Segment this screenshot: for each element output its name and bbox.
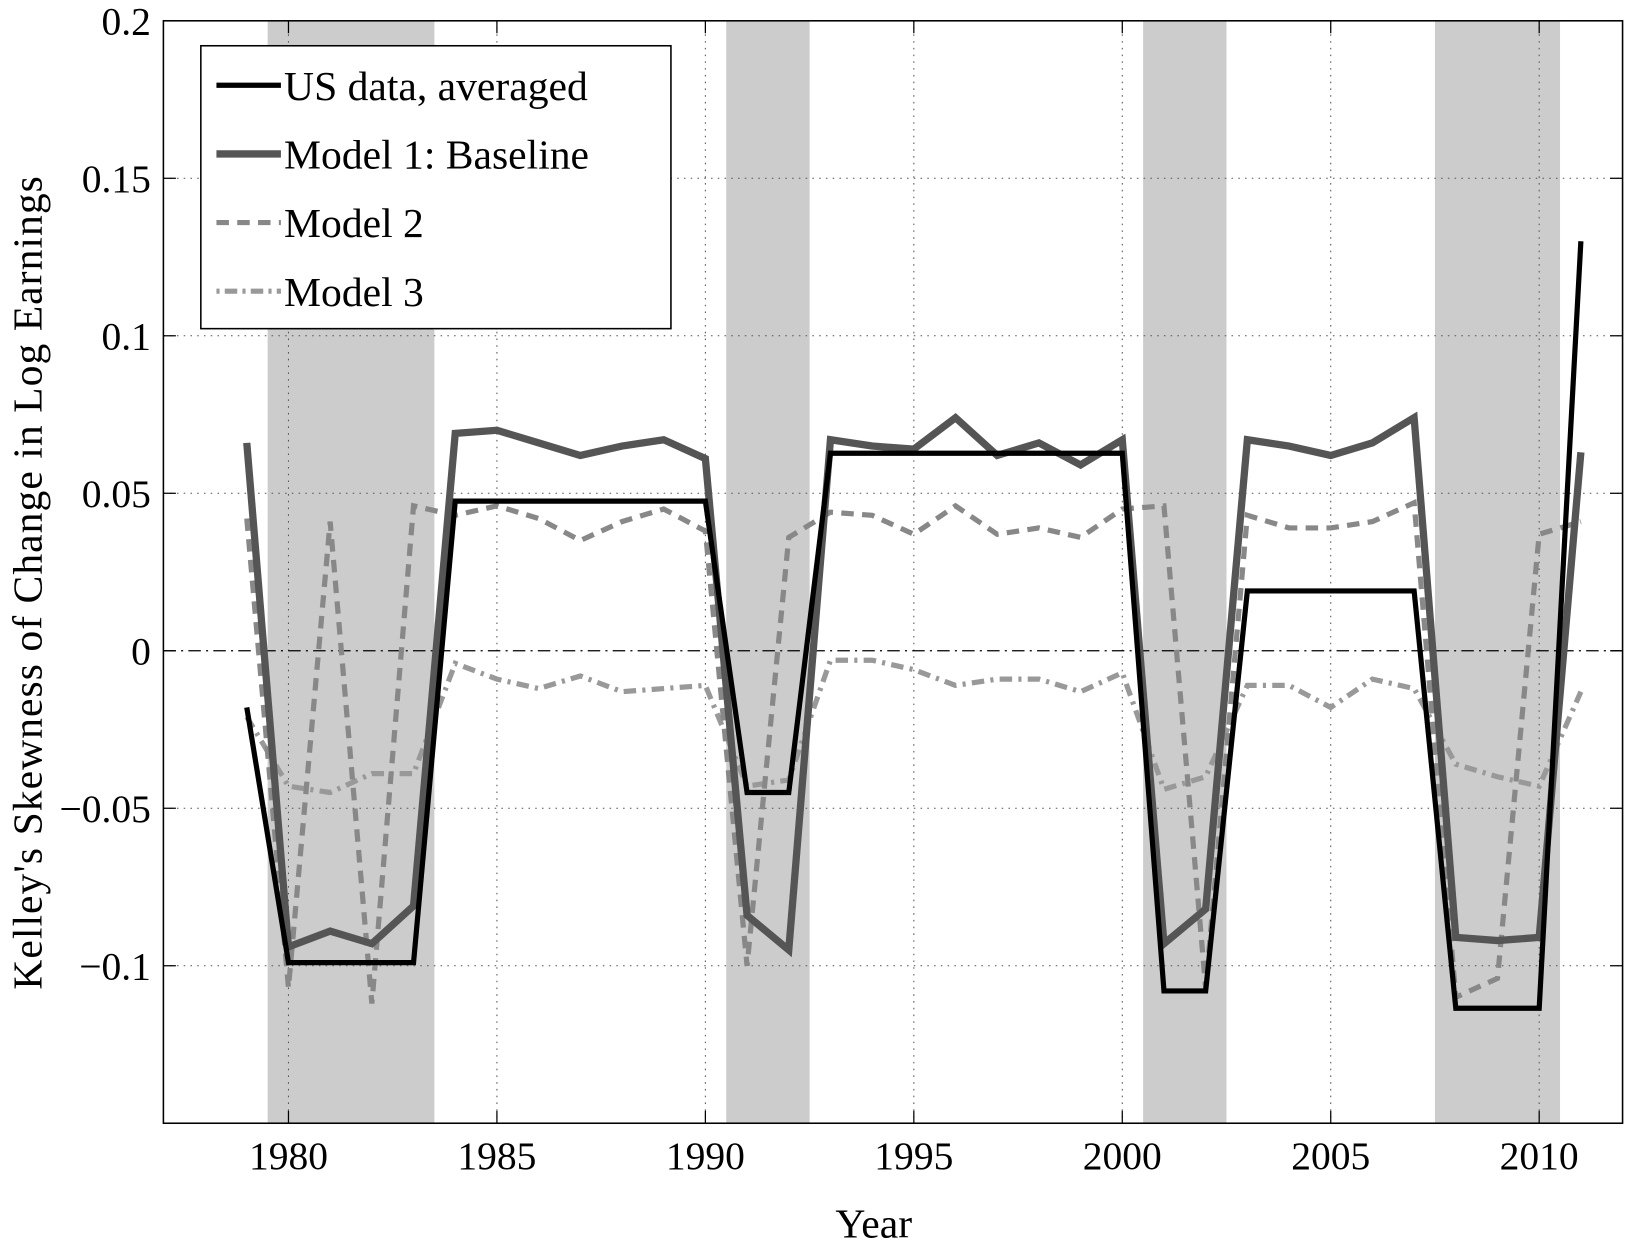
y-axis-label: Kelley's Skewness of Change in Log Earni… bbox=[5, 175, 51, 990]
x-tick-label: 1995 bbox=[874, 1134, 953, 1178]
x-tick-label: 1985 bbox=[457, 1134, 536, 1178]
series-line-model-1-baseline bbox=[243, 411, 1585, 958]
series-line-model-3 bbox=[244, 657, 1584, 796]
y-tick-label: −0.1 bbox=[79, 944, 151, 988]
legend-label: Model 2 bbox=[284, 200, 424, 246]
x-tick-label: 1980 bbox=[249, 1134, 328, 1178]
recession-band bbox=[726, 20, 810, 1124]
x-tick-label: 2005 bbox=[1291, 1134, 1370, 1178]
x-tick-label: 1990 bbox=[666, 1134, 745, 1178]
legend-box bbox=[200, 44, 672, 330]
y-tick-label: 0.2 bbox=[102, 0, 151, 43]
y-tick-label: 0 bbox=[131, 629, 151, 673]
y-tick-label: 0.1 bbox=[102, 314, 151, 358]
series-lines bbox=[243, 241, 1585, 1011]
recession-band bbox=[1143, 20, 1227, 1124]
y-tick-label: 0.15 bbox=[82, 157, 151, 201]
legend: US data, averaged Model 1: Baseline Model … bbox=[200, 44, 672, 330]
legend-label: US data, averaged bbox=[284, 63, 588, 109]
series-line-model-2 bbox=[244, 498, 1582, 1004]
y-tick-label: 0.05 bbox=[82, 472, 151, 516]
legend-label: Model 1: Baseline bbox=[284, 131, 589, 177]
x-axis-label: Year bbox=[835, 1201, 912, 1247]
series-line-us-data-averaged bbox=[244, 241, 1584, 1011]
x-tick-label: 2010 bbox=[1500, 1134, 1579, 1178]
axis-ticks: 1980 1985 1990 1995 2000 2005 2010 −0.1 −0.05 0 0.… bbox=[59, 0, 1623, 1178]
legend-label: Model 3 bbox=[284, 269, 424, 315]
plot-frame bbox=[162, 20, 1624, 1125]
y-tick-label: −0.05 bbox=[59, 787, 150, 831]
x-tick-label: 2000 bbox=[1083, 1134, 1162, 1178]
